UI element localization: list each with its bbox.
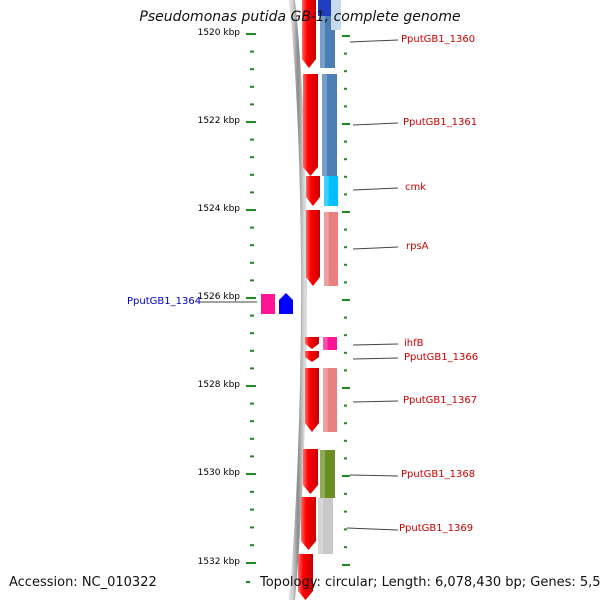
label-leader-line	[352, 400, 399, 403]
label-leader-line	[349, 39, 399, 43]
gene-block-highlight	[322, 74, 327, 176]
tick-label-1528: 1528 kbp	[197, 380, 240, 390]
map-title: Pseudomonas putida GB-1, complete genome	[139, 9, 461, 25]
tick-label-1526: 1526 kbp	[197, 292, 240, 302]
tick-label-1524: 1524 kbp	[197, 204, 240, 214]
label-leader-line	[346, 527, 399, 531]
gene-block-highlight	[324, 212, 329, 286]
gene-label-pputgb1-1360[interactable]: PputGB1_1360	[401, 34, 476, 45]
cds-arrow	[306, 210, 320, 286]
gene-block	[324, 212, 338, 286]
gene-block	[320, 450, 335, 498]
gene-label-pputgb1-1369[interactable]: PputGB1_1369	[399, 523, 474, 534]
gene-block	[323, 368, 337, 432]
gene-label-pputgb1-1366[interactable]: PputGB1_1366	[404, 352, 479, 363]
gene-block	[261, 294, 275, 314]
label-leader-line	[352, 357, 399, 360]
gene-label-pputgb1-1367[interactable]: PputGB1_1367	[403, 395, 478, 406]
gene-label-cmk[interactable]: cmk	[405, 182, 427, 193]
gene-label-ihfb[interactable]: ihfB	[404, 338, 424, 349]
gene-label-pputgb1-1364[interactable]: PputGB1_1364	[127, 296, 202, 307]
reverse-arrow	[279, 293, 293, 314]
gene-block	[318, 0, 331, 16]
cds-arrow	[303, 74, 318, 176]
gene-label-pputgb1-1368[interactable]: PputGB1_1368	[401, 469, 476, 480]
tick-label-1520: 1520 kbp	[197, 28, 240, 38]
gene-block	[323, 337, 337, 350]
genome-backbone	[289, 0, 307, 600]
label-leader-line	[352, 187, 399, 191]
gene-block	[318, 498, 333, 554]
gene-block-highlight	[320, 0, 325, 68]
gene-block-highlight	[324, 176, 329, 206]
cds-arrow	[301, 497, 316, 550]
label-leader-line	[352, 343, 399, 346]
gene-label-pputgb1-1361[interactable]: PputGB1_1361	[403, 117, 478, 128]
gene-block	[324, 176, 338, 206]
gene-block	[331, 0, 341, 30]
gene-block-highlight	[320, 450, 325, 498]
cds-arrow	[305, 368, 319, 432]
cds-arrow	[303, 449, 318, 494]
label-leader-line	[352, 122, 399, 126]
cds-arrow	[302, 0, 316, 68]
label-leader-line	[352, 246, 399, 250]
cds-arrow	[306, 176, 320, 206]
tick-label-1532: 1532 kbp	[197, 557, 240, 567]
gene-label-rpsa[interactable]: rpsA	[406, 241, 429, 252]
cds-arrow	[305, 351, 319, 362]
genome-summary-text: Topology: circular; Length: 6,078,430 bp…	[260, 575, 600, 590]
cds-arrow	[305, 337, 319, 349]
gene-block	[322, 74, 337, 176]
tick-label-1530: 1530 kbp	[197, 468, 240, 478]
cds-arrow	[298, 554, 313, 600]
tick-label-1522: 1522 kbp	[197, 116, 240, 126]
accession-text: Accession: NC_010322	[9, 575, 157, 590]
gene-block-highlight	[323, 337, 328, 350]
gene-block-highlight	[318, 498, 323, 554]
label-leader-line	[349, 474, 399, 477]
gene-block-highlight	[323, 368, 328, 432]
